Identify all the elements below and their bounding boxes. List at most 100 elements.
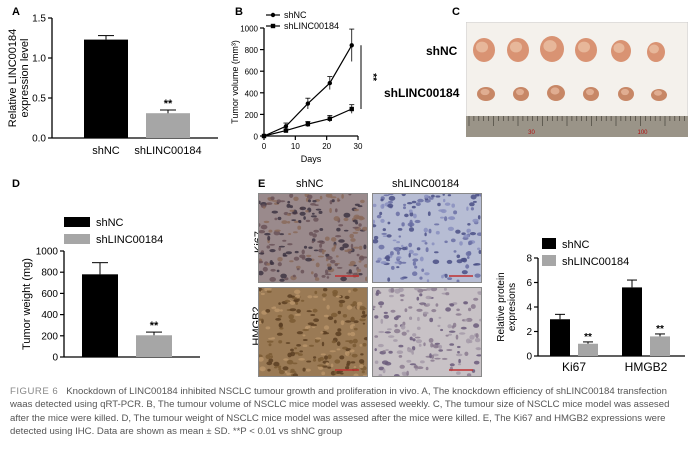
ihc-cell — [427, 211, 431, 216]
ihc-cell — [292, 297, 298, 300]
ihc-cell — [437, 324, 441, 328]
chart-b-legend-label: shLINC00184 — [284, 21, 339, 31]
ihc-cell — [395, 211, 400, 217]
panel-label-e: E — [258, 178, 266, 190]
ihc-cell — [456, 279, 460, 282]
ihc-cell — [343, 217, 349, 222]
ihc-cell — [269, 261, 275, 265]
ihc-cell — [337, 310, 341, 315]
ihc-cell — [349, 349, 355, 353]
ihc-cell — [331, 340, 336, 344]
ihc-cell — [457, 345, 461, 349]
chart-d-legend-swatch — [64, 217, 90, 227]
ihc-cell — [312, 358, 317, 362]
ihc-cell — [294, 313, 302, 316]
chart-b-x-tick-label: 30 — [354, 142, 363, 151]
ihc-cell — [398, 288, 404, 293]
chart-b-y-tick-label: 400 — [245, 89, 259, 98]
ihc-cell — [404, 213, 409, 218]
ihc-cell — [259, 354, 263, 358]
ihc-cell — [376, 214, 382, 219]
ihc-cell — [337, 199, 341, 202]
chart-a-y-label-line: Relative LINC00184 — [7, 29, 19, 127]
ihc-cell — [305, 368, 311, 372]
ihc-cell — [313, 295, 319, 298]
ihc-image-hmgb2-shnc — [258, 287, 368, 377]
ihc-cell — [362, 374, 367, 376]
ihc-cell — [317, 364, 325, 367]
ihc-cell — [409, 336, 413, 341]
ihc-cell — [447, 324, 452, 329]
ihc-cell — [272, 306, 276, 309]
ihc-cell — [407, 202, 413, 205]
tumor-highlight — [475, 41, 489, 53]
ihc-cell — [345, 366, 350, 370]
ihc-cell — [400, 277, 405, 280]
ihc-cell — [327, 354, 332, 360]
ihc-cell — [358, 245, 363, 250]
ihc-cell — [344, 295, 350, 300]
ihc-cell — [425, 366, 429, 371]
chart-e-legend-label: shNC — [562, 239, 590, 251]
ihc-cell — [324, 355, 328, 360]
ihc-cell — [357, 301, 363, 306]
ihc-cell — [421, 268, 425, 272]
chart-b-x-tick-label: 20 — [322, 142, 331, 151]
ihc-cell — [401, 246, 407, 251]
ihc-cell — [402, 321, 406, 326]
ihc-cell — [387, 221, 391, 225]
ihc-cell — [339, 355, 345, 360]
ihc-cell — [263, 220, 270, 224]
ihc-cell — [400, 299, 404, 302]
ihc-cell — [435, 230, 440, 235]
ihc-cell — [428, 228, 432, 234]
ihc-cell — [292, 362, 298, 365]
ihc-cell — [315, 262, 320, 268]
ihc-cell — [335, 295, 342, 298]
chart-d-legend-label: shLINC00184 — [96, 234, 163, 246]
ihc-cell — [408, 249, 414, 254]
ihc-cell — [396, 266, 400, 269]
chart-d-legend-label: shNC — [96, 217, 124, 229]
ihc-cell — [294, 352, 300, 355]
ihc-cell — [348, 289, 351, 293]
ihc-cell — [278, 367, 282, 371]
ihc-cell — [353, 214, 361, 220]
ihc-cell — [289, 308, 297, 312]
chart-b-point — [327, 116, 332, 121]
ihc-cell — [380, 218, 385, 223]
ihc-cell — [259, 318, 264, 321]
ihc-cell — [456, 259, 463, 264]
ihc-cell — [440, 328, 444, 332]
ihc-cell — [378, 301, 385, 306]
ihc-cell — [314, 204, 319, 206]
ihc-cell — [373, 235, 379, 240]
ihc-cell — [325, 194, 333, 198]
chart-a-x-tick-label: shNC — [92, 145, 120, 157]
ihc-cell — [448, 330, 456, 333]
ihc-cell — [265, 309, 271, 313]
ihc-cell — [447, 194, 452, 197]
ihc-cell — [438, 349, 443, 352]
ihc-cell — [353, 327, 358, 331]
ihc-cell — [271, 210, 278, 214]
ihc-cell — [466, 373, 472, 376]
tumor-highlight — [613, 43, 625, 53]
ihc-cell — [475, 333, 479, 339]
ihc-cell — [326, 276, 330, 279]
ihc-cell — [284, 299, 291, 303]
ihc-cell — [293, 220, 300, 223]
ihc-cell — [316, 240, 324, 243]
ihc-cell — [341, 194, 344, 199]
ihc-cell — [321, 341, 325, 347]
ihc-cell — [292, 373, 298, 376]
ihc-cell — [416, 366, 424, 370]
chart-b-point — [305, 121, 311, 127]
ihc-cell — [322, 249, 326, 253]
chart-e-legend-swatch — [542, 255, 556, 266]
ihc-cell — [314, 290, 318, 295]
ihc-cell — [455, 229, 461, 234]
tumor-photo-panel: shNC shLINC00184 30 100 — [360, 22, 690, 142]
ihc-cell — [474, 337, 481, 343]
ihc-cell — [472, 218, 479, 223]
